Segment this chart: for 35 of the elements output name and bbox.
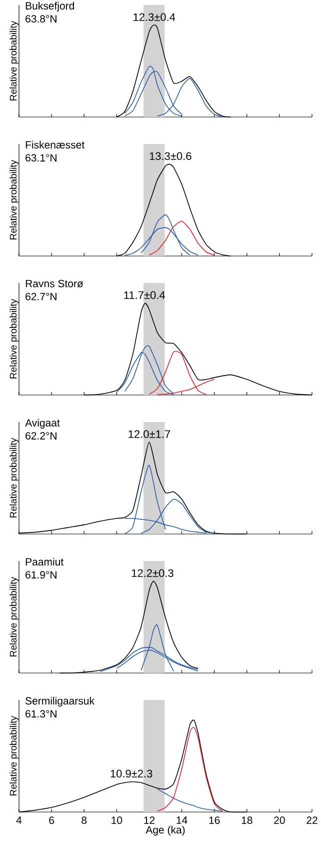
y-axis-title: Relative probability	[10, 298, 18, 378]
y-axis-title: Relative probability	[10, 20, 18, 100]
x-axis-title: Age (ka)	[146, 826, 185, 836]
chart-title: Fiskenæsset	[26, 140, 84, 149]
chart-title: Buksefjord	[26, 2, 74, 12]
y-axis-title: Relative probability	[10, 160, 18, 240]
x-tick-label: 16	[209, 816, 220, 824]
annotation: 13.3±0.6	[150, 152, 192, 160]
y-axis-title: Relative probability	[10, 576, 18, 656]
y-axis-title: Relative probability	[10, 438, 18, 518]
annotation: 10.9±2.3	[110, 770, 152, 778]
annotation: 11.7±0.4	[124, 291, 165, 299]
y-axis-title: Relative probability	[10, 716, 18, 796]
x-tick-label: 10	[112, 816, 122, 824]
x-tick-label: 6	[49, 816, 54, 824]
chart-subtitle: 62.7°N	[26, 292, 56, 300]
annotation: 12.3±0.4	[134, 13, 176, 21]
x-tick-label: 22	[306, 816, 318, 824]
x-tick-label: 18	[242, 816, 252, 824]
chart-title: Paamiut	[26, 558, 64, 566]
x-tick-label: 4	[16, 816, 22, 824]
annotation: 12.2±0.3	[132, 569, 174, 578]
chart-subtitle: 61.9°N	[26, 571, 56, 579]
chart-title: Sermiligaarsuk	[26, 696, 94, 707]
chart-subtitle: 63.1°N	[26, 154, 56, 162]
chart-title: Avigaat	[25, 418, 60, 429]
x-tick-label: 20	[274, 816, 285, 824]
annotation: 12.0±1.7	[128, 430, 170, 438]
x-tick-label: 12	[144, 816, 155, 824]
x-tick-label: 8	[82, 816, 87, 824]
chart-title: Ravns Storø	[26, 280, 84, 288]
chart-subtitle: 61.3°N	[26, 710, 56, 718]
chart-subtitle: 63.8°N	[26, 15, 56, 23]
x-tick-label: 14	[176, 816, 188, 824]
chart-subtitle: 62.2°N	[26, 432, 56, 440]
